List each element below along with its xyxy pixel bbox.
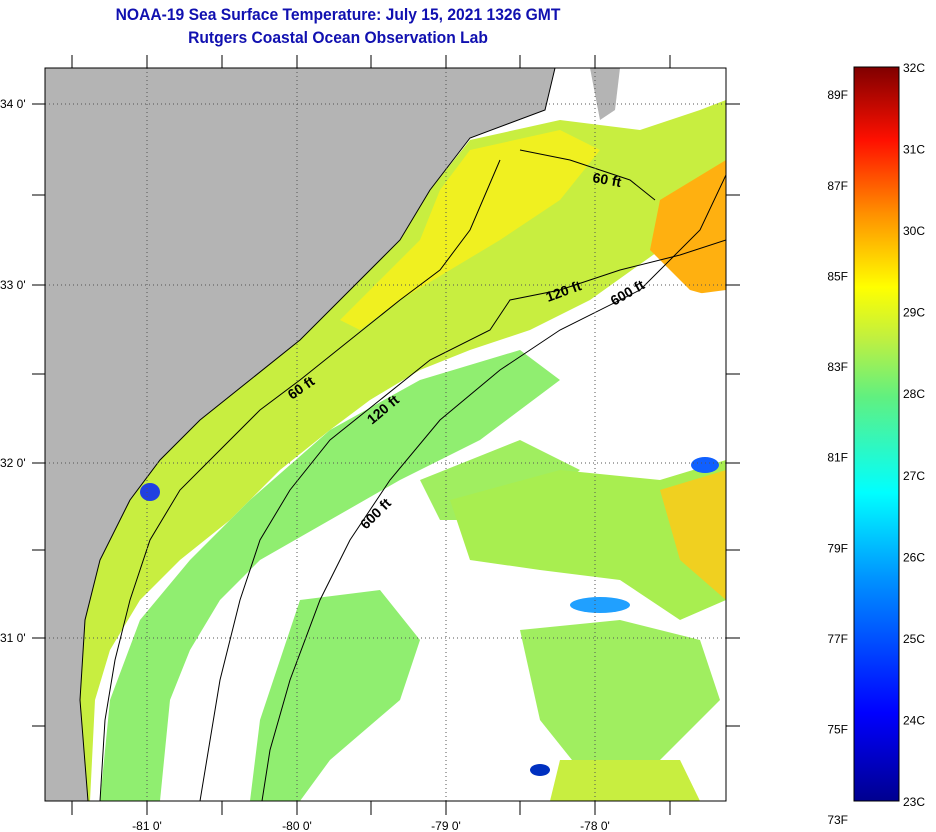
colorbar-f-labels: 89F 87F 85F 83F 81F 79F 77F 75F 73F: [827, 88, 848, 827]
sst-field: [80, 100, 726, 801]
colorbar-f-label: 87F: [827, 179, 848, 193]
colorbar-c-label: 29C: [903, 306, 925, 320]
lat-label: 34 0': [0, 97, 26, 111]
colorbar-c-label: 25C: [903, 632, 925, 646]
lon-label: -78 0': [580, 819, 610, 832]
lat-labels: 34 0' 33 0' 32 0' 31 0': [0, 97, 26, 645]
colorbar-f-label: 73F: [827, 813, 848, 827]
axis-ticks: [32, 55, 740, 815]
lon-label: -79 0': [431, 819, 461, 832]
colorbar-c-label: 30C: [903, 224, 925, 238]
map-area: 60 ft 120 ft 600 ft 60 ft 120 ft 600 ft: [45, 68, 726, 801]
colorbar-c-label: 31C: [903, 143, 925, 157]
colorbar-c-label: 26C: [903, 550, 925, 564]
lon-label: -80 0': [282, 819, 312, 832]
lat-label: 33 0': [0, 278, 26, 292]
lon-labels: -81 0' -80 0' -79 0' -78 0': [132, 819, 610, 832]
lat-label: 31 0': [0, 631, 26, 645]
colorbar-c-labels: 32C 31C 30C 29C 28C 27C 26C 25C 24C 23C: [903, 61, 925, 809]
colorbar-f-label: 79F: [827, 541, 848, 555]
colorbar-c-label: 23C: [903, 795, 925, 809]
colorbar: [853, 66, 900, 802]
colorbar-c-label: 32C: [903, 61, 925, 75]
graticule: [45, 68, 726, 801]
colorbar-f-label: 77F: [827, 632, 848, 646]
colorbar-f-label: 83F: [827, 360, 848, 374]
lat-label: 32 0': [0, 456, 26, 470]
contour-label-60ft: 60 ft: [591, 169, 622, 190]
colorbar-c-label: 27C: [903, 469, 925, 483]
depth-contours: [99, 149, 726, 801]
colorbar-c-label: 28C: [903, 387, 925, 401]
map-subtitle: Rutgers Coastal Ocean Observation Lab: [188, 28, 488, 47]
colorbar-f-label: 75F: [827, 723, 848, 737]
map-title: NOAA-19 Sea Surface Temperature: July 15…: [115, 5, 561, 24]
colorbar-f-label: 81F: [827, 451, 848, 465]
colorbar-f-label: 89F: [827, 88, 848, 102]
map-frame: [44, 67, 727, 802]
lon-label: -81 0': [132, 819, 162, 832]
colorbar-f-label: 85F: [827, 269, 848, 283]
land-mass: [45, 68, 556, 801]
colorbar-c-label: 24C: [903, 713, 925, 727]
